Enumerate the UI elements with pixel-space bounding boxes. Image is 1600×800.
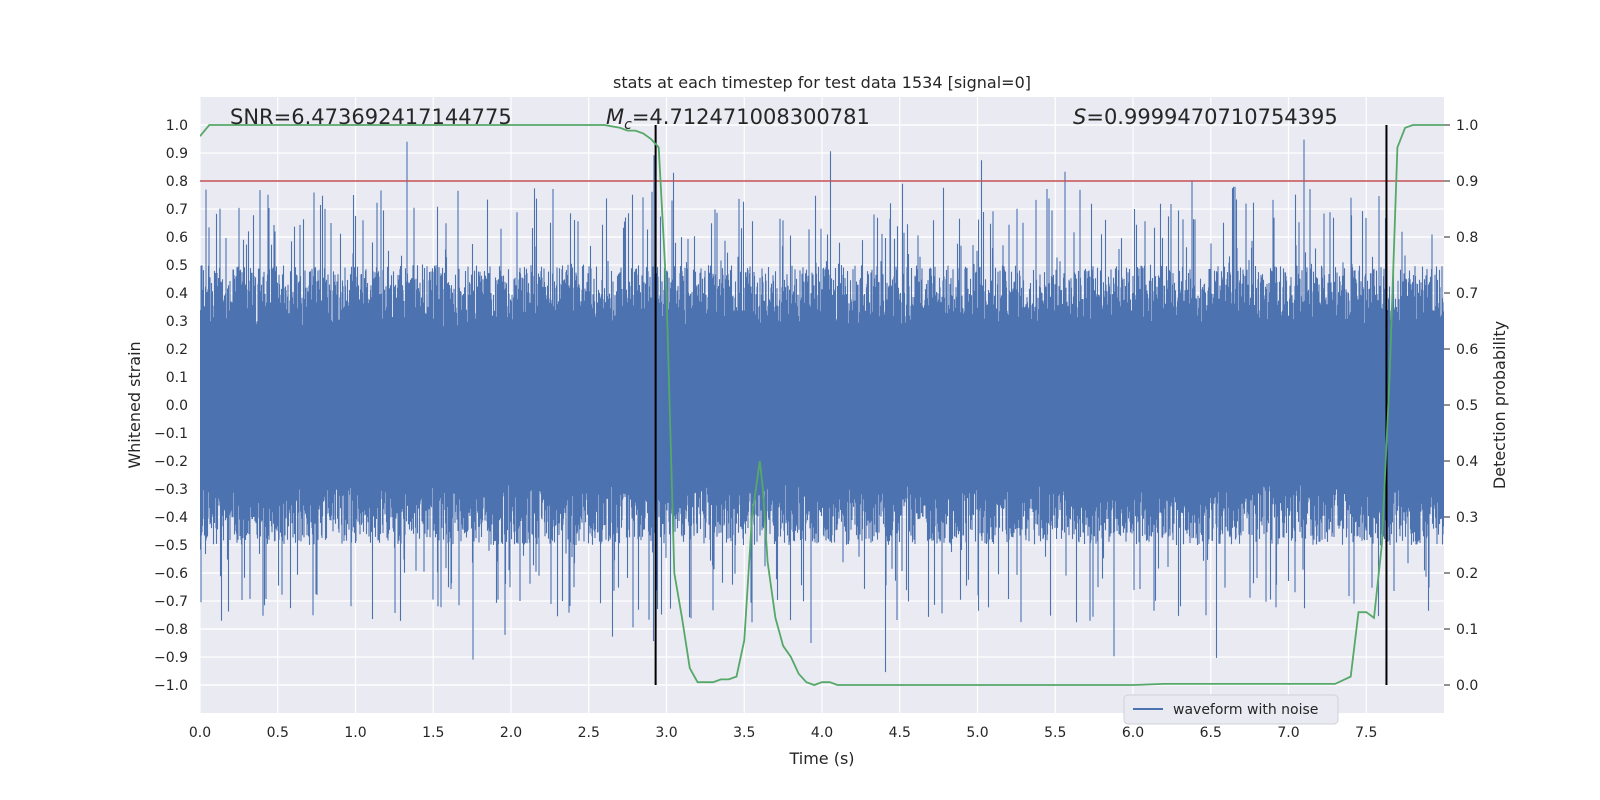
x-tick-label: 0.5 <box>267 725 289 741</box>
y-tick-label: 0.8 <box>166 174 188 190</box>
s-symbol: S <box>1073 105 1086 129</box>
y-tick-label: −0.8 <box>154 622 188 638</box>
right-y-tick-label: 0.7 <box>1456 286 1478 302</box>
x-tick-label: 7.0 <box>1277 725 1299 741</box>
mc-subscript: c <box>624 117 632 133</box>
s-value: =0.9999470710754395 <box>1086 105 1337 129</box>
chart-title: stats at each timestep for test data 153… <box>613 73 1031 92</box>
right-y-tick-label: 1.0 <box>1456 118 1478 134</box>
y-tick-label: −0.9 <box>154 650 188 666</box>
x-tick-label: 5.5 <box>1044 725 1066 741</box>
snr-annotation: SNR=6.473692417144775 <box>230 105 512 129</box>
x-axis-label: Time (s) <box>788 749 854 768</box>
y-tick-label: 0.5 <box>166 258 188 274</box>
y-tick-label: 0.6 <box>166 230 188 246</box>
y-tick-label: 0.2 <box>166 342 188 358</box>
snr-value: =6.473692417144775 <box>274 105 512 129</box>
y-tick-label: −0.6 <box>154 566 188 582</box>
y-tick-label: 1.0 <box>166 118 188 134</box>
y-tick-label: 0.1 <box>166 370 188 386</box>
chirp-mass-annotation: Mc=4.712471008300781 <box>606 105 870 133</box>
mc-symbol: M <box>606 105 624 129</box>
x-tick-label: 2.5 <box>578 725 600 741</box>
x-tick-label: 3.0 <box>655 725 677 741</box>
y-tick-label: −1.0 <box>154 678 188 694</box>
legend: waveform with noise <box>1123 694 1339 725</box>
right-y-tick-label: 0.3 <box>1456 510 1478 526</box>
x-tick-label: 6.5 <box>1200 725 1222 741</box>
waveform-noise-path <box>200 139 1444 673</box>
x-tick-label: 6.0 <box>1122 725 1144 741</box>
ticks: 0.0 0.5 1.0 1.5 2.0 2.5 3.0 3.5 4.0 4.5 5.0 5.5 6.0 6… <box>154 118 1478 741</box>
mc-value: =4.712471008300781 <box>632 105 870 129</box>
probability-series <box>200 124 1444 686</box>
legend-label-waveform: waveform with noise <box>1173 702 1318 718</box>
right-y-tick-label: 0.9 <box>1456 174 1478 190</box>
right-y-tick-label: 0.4 <box>1456 454 1478 470</box>
x-tick-label: 7.5 <box>1355 725 1377 741</box>
x-tick-label: 5.0 <box>966 725 988 741</box>
right-y-tick-label: 0.5 <box>1456 398 1478 414</box>
detection-probability-line <box>200 124 1444 686</box>
y-tick-label: −0.4 <box>154 510 188 526</box>
waveform-series <box>200 139 1444 673</box>
right-y-tick-label: 0.2 <box>1456 566 1478 582</box>
right-y-tick-label: 0.8 <box>1456 230 1478 246</box>
y-tick-label: −0.3 <box>154 482 188 498</box>
score-annotation: S=0.9999470710754395 <box>1073 105 1338 129</box>
y-tick-label: 0.4 <box>166 286 188 302</box>
y-tick-label: 0.0 <box>166 398 188 414</box>
legend-box <box>1123 694 1339 725</box>
x-tick-label: 4.5 <box>889 725 911 741</box>
y-tick-label: −0.1 <box>154 426 188 442</box>
right-y-tick-label: 0.0 <box>1456 678 1478 694</box>
right-y-tick-label: 0.6 <box>1456 342 1478 358</box>
right-y-tick-label: 0.1 <box>1456 622 1478 638</box>
x-tick-label: 1.0 <box>344 725 366 741</box>
y-tick-label: 0.3 <box>166 314 188 330</box>
reference-lines <box>200 125 1444 685</box>
right-y-axis-label: Detection probability <box>1490 321 1509 489</box>
snr-prefix: SNR <box>230 105 274 129</box>
x-tick-label: 2.0 <box>500 725 522 741</box>
x-tick-label: 4.0 <box>811 725 833 741</box>
y-tick-label: −0.2 <box>154 454 188 470</box>
x-tick-label: 3.5 <box>733 725 755 741</box>
y-tick-label: 0.7 <box>166 202 188 218</box>
y-tick-label: −0.7 <box>154 594 188 610</box>
x-tick-label: 0.0 <box>189 725 211 741</box>
y-tick-label: 0.9 <box>166 146 188 162</box>
y-tick-label: −0.5 <box>154 538 188 554</box>
x-tick-label: 1.5 <box>422 725 444 741</box>
y-axis-label: Whitened strain <box>125 341 144 468</box>
